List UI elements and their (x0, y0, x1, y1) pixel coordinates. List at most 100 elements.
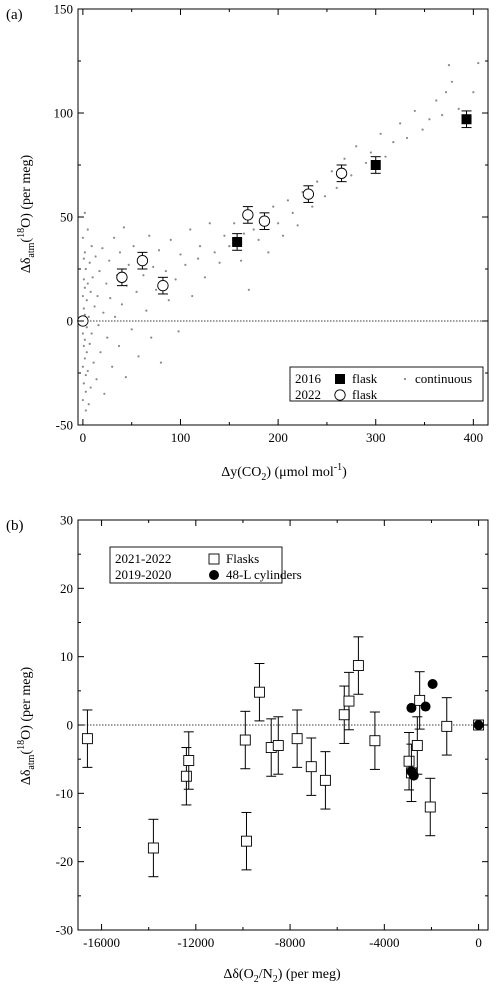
data-point-marker (343, 695, 355, 707)
data-point-marker (164, 269, 167, 273)
data-point-marker (83, 338, 86, 341)
data-point-marker (167, 299, 170, 302)
data-point-marker (83, 286, 86, 289)
data-point-marker (191, 294, 194, 298)
data-point-marker (102, 311, 105, 314)
data-point-marker (83, 313, 86, 316)
data-point-marker (239, 259, 243, 262)
data-point-marker (88, 261, 91, 264)
data-point-marker (92, 361, 95, 364)
data-point-marker (350, 174, 353, 177)
legend-marker (403, 377, 407, 381)
data-point-marker (233, 222, 236, 225)
data-point-marker (392, 141, 395, 144)
data-point-marker (352, 660, 364, 671)
data-point-marker (450, 80, 453, 83)
y-tick-label: 150 (54, 2, 74, 17)
data-point-marker (84, 373, 87, 377)
legend-label: flask (352, 371, 378, 386)
data-point-marker (444, 91, 448, 94)
x-tick-label: 400 (464, 430, 484, 445)
data-point-marker (97, 324, 100, 327)
data-point-marker (105, 282, 108, 285)
data-point-marker (370, 160, 381, 170)
legend-marker (334, 389, 346, 401)
data-point-marker (136, 255, 149, 267)
legend-label: continuous (415, 371, 472, 386)
data-point-marker (88, 342, 91, 345)
data-point-marker (330, 170, 333, 173)
data-point-marker (457, 107, 460, 110)
legend-marker (209, 570, 219, 580)
data-point-marker (435, 99, 438, 102)
y-tick-label: -50 (56, 418, 73, 433)
panel-a-legend: 2016 flask continuous 2022 flask (289, 366, 484, 402)
data-point-marker (98, 269, 101, 273)
data-point-marker (116, 271, 128, 283)
data-point-marker (343, 157, 346, 160)
data-point-marker (421, 128, 424, 131)
panel-b-legend: 2021-2022 Flasks 2019-2020 48-L cylinders (109, 546, 302, 584)
panel-a: (a) 0 100 200 300 400 -50 0 50 100 150 2016 flask c… (6, 2, 489, 483)
data-point-marker (111, 365, 114, 368)
data-point-marker (147, 842, 159, 854)
data-point-marker (122, 226, 125, 229)
legend-marker (208, 553, 220, 565)
data-point-marker (81, 236, 84, 239)
data-point-marker (148, 234, 151, 237)
data-point-marker (403, 755, 415, 767)
panel-b-label: (b) (6, 518, 24, 534)
legend-label: 48-L cylinders (226, 567, 302, 582)
data-point-marker (82, 344, 85, 348)
x-tick-label: 300 (366, 430, 386, 445)
legend-year: 2021-2022 (115, 551, 171, 566)
data-point-marker (424, 801, 436, 813)
data-point-marker (441, 720, 453, 732)
data-point-marker (169, 238, 172, 241)
data-point-marker (82, 278, 85, 281)
panel-a-x-axis-title: Δy(CO2) (μmol mol-1) (221, 462, 347, 483)
y-tick-label: 50 (60, 210, 73, 225)
data-point-marker (180, 770, 192, 782)
legend-marker (335, 374, 345, 384)
x-tick-label: -4000 (369, 935, 399, 950)
data-point-marker (296, 224, 299, 227)
data-point-marker (154, 288, 158, 291)
data-point-marker (411, 740, 423, 751)
data-point-marker (113, 315, 117, 318)
data-point-marker (477, 61, 480, 65)
data-point-marker (91, 276, 94, 279)
data-point-marker (257, 238, 260, 241)
y-tick-label: -30 (56, 923, 73, 938)
data-point-marker (447, 64, 451, 67)
data-point-marker (81, 365, 84, 368)
data-point-marker (95, 378, 98, 381)
data-point-marker (311, 205, 314, 208)
data-point-marker (108, 259, 111, 262)
data-point-marker (272, 740, 284, 751)
data-point-marker (179, 253, 182, 256)
x-tick-label: -8000 (275, 935, 305, 950)
data-point-marker (106, 336, 109, 339)
data-point-marker (83, 357, 86, 360)
data-point-marker (364, 161, 368, 165)
data-point-marker (258, 215, 271, 227)
data-point-marker (379, 132, 382, 135)
data-point-marker (109, 297, 112, 300)
data-point-marker (157, 249, 161, 252)
data-point-marker (150, 336, 153, 339)
data-point-marker (323, 195, 327, 198)
y-tick-label: 0 (67, 314, 74, 329)
data-point-marker (159, 361, 163, 364)
data-point-marker (86, 228, 89, 231)
data-point-marker (87, 315, 90, 318)
data-point-marker (127, 263, 130, 266)
data-point-marker (473, 720, 484, 730)
y-tick-label: 100 (54, 106, 74, 121)
data-point-marker (82, 307, 85, 310)
panel-a-ticks: 0 100 200 300 400 -50 0 50 100 150 (54, 2, 488, 445)
data-point-marker (272, 205, 275, 208)
data-point-marker (118, 251, 122, 254)
data-point-marker (384, 155, 387, 158)
data-point-marker (99, 351, 102, 354)
